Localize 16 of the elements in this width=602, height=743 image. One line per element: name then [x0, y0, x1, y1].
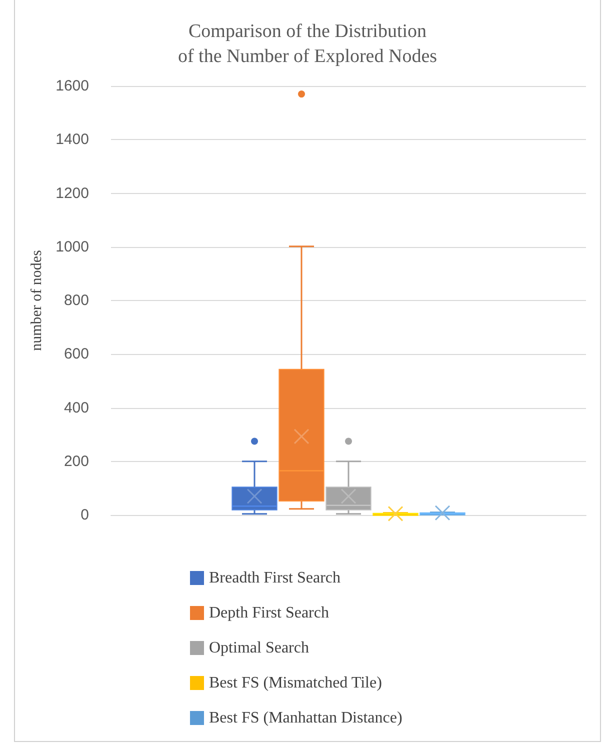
y-tick-label: 1400	[56, 131, 89, 148]
chart-title: Comparison of the Distribution of the Number of Explored Nodes	[178, 21, 438, 67]
y-tick-label: 0	[80, 506, 89, 524]
y-axis-title: number of nodes	[29, 250, 46, 351]
legend-label: Breadth First Search	[209, 570, 341, 586]
y-tick-label: 1000	[56, 238, 89, 256]
legend-label: Optimal Search	[209, 640, 309, 656]
y-tick-label: 200	[64, 452, 89, 470]
y-tick-label: 600	[64, 346, 89, 363]
legend-label: Depth First Search	[209, 604, 329, 622]
y-tick-label: 800	[64, 292, 89, 309]
legend-label: Best FS (Manhattan Distance)	[209, 710, 402, 726]
y-tick-label: 400	[64, 399, 89, 416]
y-tick-label: 1600	[56, 78, 89, 94]
y-tick-label: 1200	[56, 184, 89, 202]
legend-label: Best FS (Mismatched Tile)	[209, 674, 382, 692]
